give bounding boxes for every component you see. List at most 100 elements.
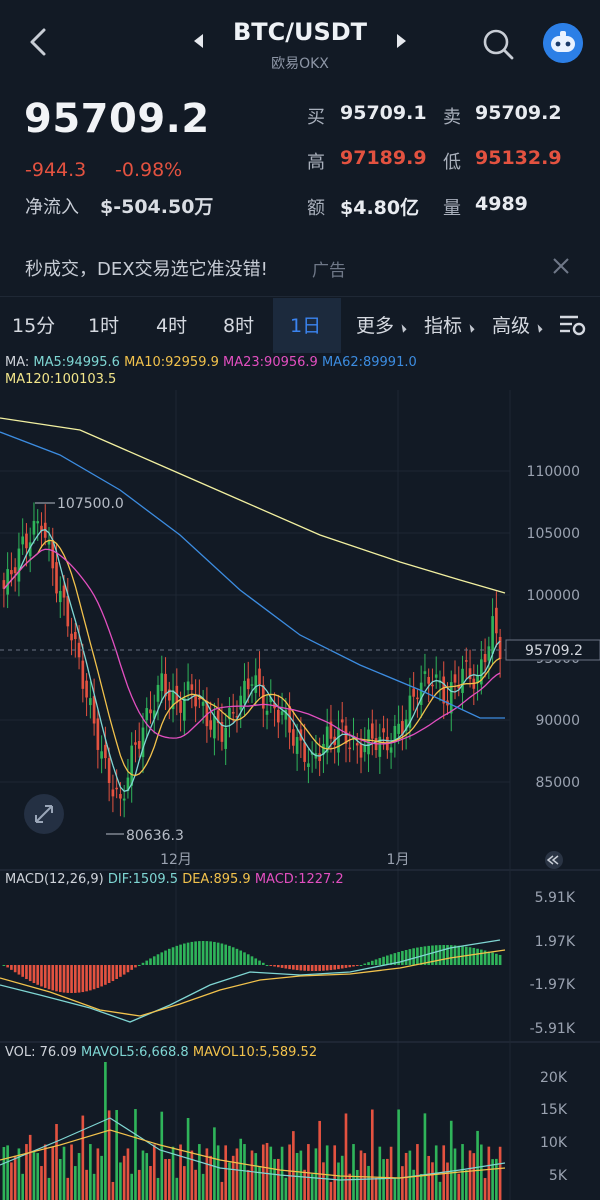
candle-body <box>13 567 17 574</box>
macd-bar <box>111 965 115 982</box>
macd-bar <box>434 945 438 965</box>
volume-bar <box>92 1173 96 1200</box>
volume-bar <box>17 1148 21 1200</box>
macd-bar <box>442 945 446 965</box>
volume-bar <box>277 1158 280 1200</box>
candle-body <box>382 728 385 733</box>
volume-bar <box>209 1155 212 1200</box>
candle-body <box>322 743 325 755</box>
macd-bar <box>359 965 363 966</box>
volume-bar <box>427 1155 431 1200</box>
amount-value: $4.80亿 <box>340 197 420 219</box>
volume-bar <box>66 1177 70 1200</box>
tab-advanced[interactable]: 高级 <box>492 311 543 338</box>
pair-title[interactable]: BTC/USDT <box>232 18 368 46</box>
tab-more[interactable]: 更多 <box>356 311 407 338</box>
tab-advanced-label: 高级 <box>492 315 531 337</box>
volume-ma-lines <box>0 1117 506 1181</box>
ma23-line <box>3 548 501 745</box>
macd-bar <box>220 943 224 965</box>
tab-15m[interactable]: 15分 <box>12 315 56 337</box>
candle-body <box>277 709 280 723</box>
high-annotation: 107500.0 <box>57 496 124 512</box>
macd-bar <box>495 953 498 965</box>
volume-bar <box>329 1181 333 1200</box>
macd-bar <box>51 965 55 991</box>
ad-banner-text[interactable]: 秒成交，DEX交易选它准没错! <box>25 259 268 280</box>
volume-bar <box>431 1162 434 1200</box>
candle-body <box>62 585 66 598</box>
volume-bar <box>386 1158 389 1200</box>
candle-body <box>228 707 231 720</box>
avatar-icon[interactable] <box>543 23 583 63</box>
candle-body <box>464 660 468 662</box>
macd-bar <box>292 965 295 970</box>
tab-8h[interactable]: 8时 <box>223 315 255 337</box>
prev-pair-icon[interactable] <box>194 34 203 48</box>
candle-body <box>449 682 453 714</box>
macd-bar <box>141 962 145 965</box>
candle-body <box>81 660 85 689</box>
macd-bar <box>130 965 134 970</box>
tab-1h[interactable]: 1时 <box>88 315 120 337</box>
volume-bar <box>378 1146 382 1200</box>
axis-label-100000: 100000 <box>527 588 580 604</box>
ma5-line <box>3 528 501 793</box>
back-icon[interactable] <box>22 24 58 60</box>
macd-bar <box>277 965 280 968</box>
volume-bar <box>89 1144 92 1200</box>
macd-bar <box>378 958 382 965</box>
candle-body <box>461 668 464 693</box>
candle-body <box>468 668 472 680</box>
x-label-dec: 12月 <box>160 852 192 868</box>
candle-body <box>416 697 419 700</box>
macd-bar <box>250 956 254 965</box>
candle-body <box>149 709 152 714</box>
macd-bar <box>367 962 370 965</box>
kline-chart[interactable]: 110000 105000 100000 95000 90000 85000 9… <box>0 390 600 1200</box>
macd-bar <box>126 965 130 973</box>
macd-bar <box>344 965 348 968</box>
high-label: 高 <box>307 152 325 173</box>
macd-bar <box>446 945 449 965</box>
volume-bar <box>254 1153 258 1200</box>
candle-body <box>254 675 258 693</box>
candle-body <box>40 525 43 532</box>
search-icon[interactable] <box>480 26 516 62</box>
tab-1d[interactable]: 1日 <box>290 315 322 337</box>
tab-4h[interactable]: 4时 <box>156 315 188 337</box>
volume-bar <box>367 1165 370 1200</box>
macd-bar <box>487 951 491 965</box>
macd-bar <box>416 947 419 965</box>
candle-body <box>487 646 491 661</box>
volume-bar <box>498 1146 502 1200</box>
volume-bar <box>446 1162 449 1200</box>
candle-body <box>427 676 431 684</box>
candle-body <box>348 747 352 750</box>
candle-body <box>17 548 21 582</box>
volume-bar <box>58 1158 62 1200</box>
macd-bar <box>2 965 6 966</box>
candle-body <box>355 743 359 746</box>
macd-bar <box>243 952 246 965</box>
chart-settings-icon[interactable] <box>558 313 586 337</box>
candle-body <box>111 789 115 797</box>
last-price: 95709.2 <box>24 96 210 142</box>
volume-bar <box>243 1144 246 1200</box>
candle-body <box>495 607 498 634</box>
candle-body <box>269 697 273 703</box>
candle-body <box>167 689 171 701</box>
volume-bar <box>325 1145 329 1200</box>
macd-bar <box>303 965 306 971</box>
ma-legend-prefix: MA: <box>5 355 30 370</box>
volume-bar <box>77 1153 81 1200</box>
candle-body <box>498 636 502 660</box>
net-inflow-label: 净流入 <box>25 197 79 218</box>
macd-bar <box>472 947 476 965</box>
dea-line <box>0 949 506 1017</box>
macd-bar <box>209 941 212 965</box>
candle-body <box>220 722 224 742</box>
close-icon[interactable] <box>551 256 571 276</box>
tab-indicators[interactable]: 指标 <box>424 311 475 338</box>
next-pair-icon[interactable] <box>397 34 406 48</box>
